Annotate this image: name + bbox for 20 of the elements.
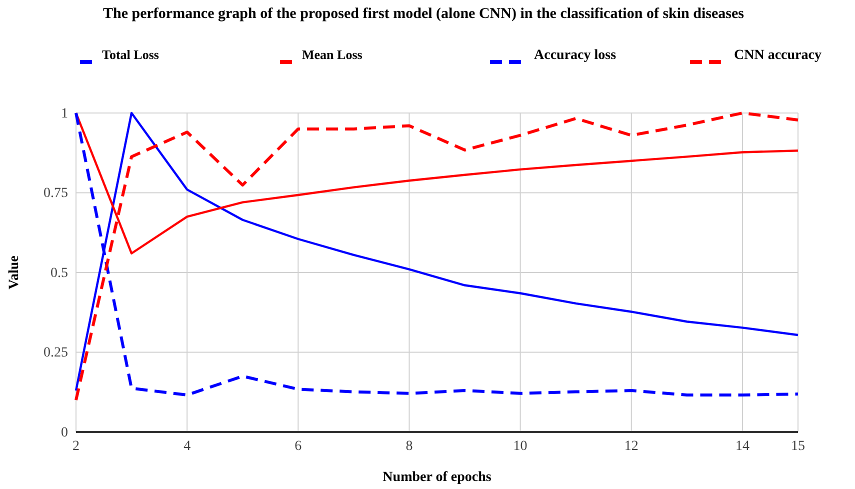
legend-label: Total Loss — [102, 47, 159, 62]
x-tick-label: 15 — [791, 438, 805, 454]
x-axis-title: Number of epochs — [382, 470, 492, 485]
y-tick-label: 0.5 — [50, 266, 68, 281]
x-tick-label: 6 — [294, 438, 302, 454]
legend-label: CNN accuracy — [734, 48, 822, 63]
legend-label: Mean Loss — [302, 47, 362, 62]
x-tick-label: 10 — [513, 438, 528, 454]
y-tick-label: 0 — [61, 425, 68, 440]
x-tick-label: 8 — [406, 438, 413, 454]
x-tick-label: 14 — [735, 438, 750, 454]
chart-title: The performance graph of the proposed first model (alone CNN) in the classification of skin diseases — [103, 6, 744, 22]
y-tick-label: 1 — [61, 106, 68, 122]
x-tick-label: 12 — [624, 438, 638, 454]
legend-label: Accuracy loss — [534, 48, 617, 63]
y-axis-title: Value — [7, 256, 22, 290]
x-tick-label: 2 — [72, 438, 80, 454]
y-tick-label: 0.75 — [44, 186, 68, 202]
y-tick-label: 0.25 — [44, 346, 68, 361]
x-tick-label: 4 — [184, 438, 191, 454]
